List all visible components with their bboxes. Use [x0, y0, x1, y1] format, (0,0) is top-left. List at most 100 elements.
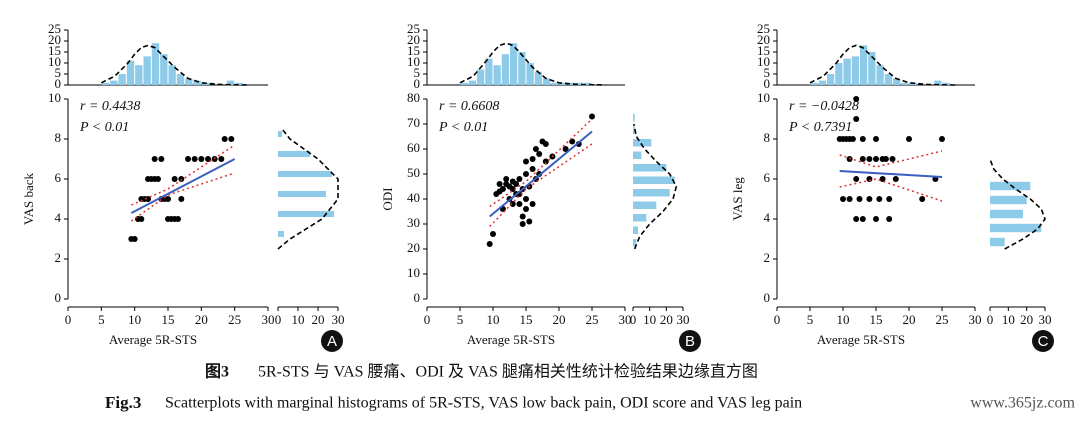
y-tick-label: 80 [407, 90, 420, 105]
panel-label: B [685, 333, 695, 350]
point [562, 146, 569, 152]
y-tick-label: 2 [55, 250, 62, 265]
right-hist-tick-label: 20 [660, 312, 673, 327]
top-hist-bar [860, 45, 868, 85]
top-hist-bar [226, 80, 235, 85]
top-hist-bar [559, 82, 567, 85]
right-hist-tick-label: 0 [275, 312, 282, 327]
right-hist-bar [633, 114, 635, 122]
y-tick-label: 4 [764, 210, 771, 225]
x-tick-label: 15 [162, 312, 175, 327]
point [542, 141, 549, 147]
top-hist-bar [934, 80, 942, 85]
top-hist-bar [901, 82, 909, 85]
right-hist-bar [633, 189, 670, 197]
regression-line [489, 130, 593, 218]
top-hist-bar [135, 65, 143, 85]
top-hist-tick-label: 15 [407, 43, 420, 58]
right-hist-bar [278, 131, 282, 137]
x-axis-label: Average 5R-STS [467, 332, 555, 347]
point [939, 136, 945, 142]
point [526, 218, 533, 225]
right-hist-bar [633, 201, 657, 209]
y-tick-label: 30 [407, 215, 420, 230]
y-tick-label: 6 [764, 170, 771, 185]
y-tick-label: 6 [55, 170, 62, 185]
right-hist-bar [278, 151, 310, 157]
panel-label-badge [321, 330, 343, 352]
top-hist-tick-label: 0 [764, 76, 771, 91]
point [529, 156, 536, 162]
point [542, 158, 549, 165]
top-hist-bar [868, 52, 876, 85]
x-tick-label: 5 [807, 312, 814, 327]
top-hist-tick-label: 20 [757, 32, 770, 47]
top-hist-bar [118, 74, 126, 85]
right-hist-tick-label: 30 [1039, 312, 1052, 327]
top-hist-bar [185, 78, 193, 85]
top-hist-bar [477, 69, 485, 85]
right-hist-bar [633, 151, 642, 159]
ci-upper [489, 118, 593, 208]
point [496, 181, 503, 187]
top-hist-bar [168, 65, 176, 85]
x-tick-label: 20 [903, 312, 916, 327]
point [882, 156, 889, 162]
point [906, 136, 912, 142]
top-hist-bar [501, 54, 509, 85]
point [171, 176, 178, 182]
point [892, 176, 899, 182]
y-tick-label: 0 [55, 290, 62, 305]
stat-annotation: P < 0.7391 [788, 120, 852, 135]
top-hist-bar [576, 82, 584, 85]
y-tick-label: 40 [407, 190, 420, 205]
top-hist-bar [818, 80, 826, 85]
x-tick-label: 5 [98, 312, 105, 327]
top-hist-tick-label: 0 [55, 76, 62, 91]
right-hist-bar [278, 171, 332, 177]
right-hist-bar [633, 214, 647, 222]
point [198, 156, 205, 162]
y-tick-label: 4 [55, 210, 62, 225]
point [499, 186, 506, 192]
point [151, 156, 158, 162]
x-tick-label: 10 [837, 312, 850, 327]
point [853, 216, 860, 222]
point [853, 96, 860, 102]
y-axis-label: VAS back [21, 172, 36, 225]
point [532, 146, 539, 152]
top-hist-bar [468, 80, 476, 85]
point [519, 213, 526, 220]
point [856, 196, 863, 202]
right-hist-bar [278, 231, 284, 237]
y-tick-label: 10 [757, 90, 770, 105]
top-hist-bar [460, 82, 468, 85]
point [846, 136, 853, 142]
top-hist-bar [584, 82, 592, 85]
top-density [809, 44, 956, 86]
point [221, 136, 228, 142]
watermark: www.365jz.com [970, 395, 1075, 412]
x-tick-label: 25 [936, 312, 949, 327]
top-hist-tick-label: 25 [407, 21, 420, 36]
point [859, 136, 866, 142]
y-tick-label: 8 [764, 130, 771, 145]
point [873, 156, 879, 162]
top-hist-tick-label: 20 [407, 32, 420, 47]
x-tick-label: 30 [619, 312, 632, 327]
top-hist-bar [942, 82, 950, 85]
stat-annotation: r = −0.0428 [789, 99, 859, 114]
top-hist-bar [518, 52, 526, 85]
right-hist-bar [990, 195, 1027, 205]
x-tick-label: 10 [487, 312, 500, 327]
top-hist-bar [160, 54, 168, 85]
top-hist-bar [543, 78, 551, 85]
point [859, 216, 866, 222]
top-hist-bar [126, 60, 135, 85]
right-hist-tick-label: 10 [643, 312, 656, 327]
right-hist-bar [278, 211, 334, 217]
x-tick-label: 0 [424, 312, 431, 327]
top-hist-tick-label: 15 [48, 43, 61, 58]
